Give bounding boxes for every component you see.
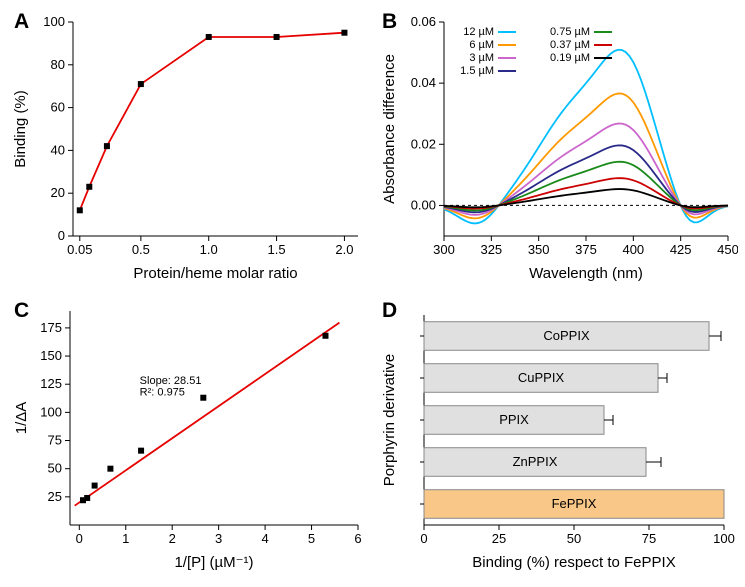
svg-text:350: 350 <box>528 242 550 257</box>
svg-text:50: 50 <box>48 460 62 475</box>
svg-text:0: 0 <box>58 228 65 243</box>
svg-text:0.5: 0.5 <box>132 242 150 257</box>
svg-text:0.19 µM: 0.19 µM <box>550 52 590 64</box>
panel-D: D 0 25 50 75 100 CoPPIX CuPPIX PPIX ZnPPIX FePPIX… <box>376 297 738 580</box>
svg-text:1.5 µM: 1.5 µM <box>460 65 494 77</box>
svg-text:0.02: 0.02 <box>411 136 436 151</box>
svg-text:100: 100 <box>43 14 65 29</box>
svg-text:1/[P] (µM⁻¹): 1/[P] (µM⁻¹) <box>174 554 253 571</box>
svg-text:Porphyrin derivative: Porphyrin derivative <box>381 353 398 486</box>
panel-C-label: C <box>14 299 29 323</box>
svg-text:60: 60 <box>51 100 65 115</box>
svg-text:75: 75 <box>48 432 62 447</box>
panel-B: B 0.00 0.02 0.04 0.06 300 325 350 375 400 425 450 1… <box>376 8 738 291</box>
svg-text:6: 6 <box>354 531 361 546</box>
svg-text:CoPPIX: CoPPIX <box>543 328 590 343</box>
svg-text:175: 175 <box>40 319 62 334</box>
svg-text:Wavelength (nm): Wavelength (nm) <box>529 265 643 282</box>
svg-text:5: 5 <box>308 531 315 546</box>
panel-A: A 0 20 40 60 80 100 0.05 0.5 1.0 1.5 2.0 Protein/he… <box>8 8 370 291</box>
svg-text:150: 150 <box>40 348 62 363</box>
svg-text:1.5: 1.5 <box>268 242 286 257</box>
svg-text:CuPPIX: CuPPIX <box>518 370 565 385</box>
svg-text:400: 400 <box>622 242 644 257</box>
svg-text:0.37 µM: 0.37 µM <box>550 39 590 51</box>
svg-text:2.0: 2.0 <box>335 242 353 257</box>
svg-text:4: 4 <box>261 531 268 546</box>
svg-text:125: 125 <box>40 376 62 391</box>
svg-text:0: 0 <box>76 531 83 546</box>
svg-text:20: 20 <box>51 185 65 200</box>
svg-text:0.75 µM: 0.75 µM <box>550 26 590 38</box>
svg-text:0.04: 0.04 <box>411 75 436 90</box>
svg-text:100: 100 <box>713 531 735 546</box>
svg-text:325: 325 <box>480 242 502 257</box>
svg-text:25: 25 <box>48 488 62 503</box>
svg-text:40: 40 <box>51 142 65 157</box>
svg-text:ZnPPIX: ZnPPIX <box>513 454 558 469</box>
svg-text:12 µM: 12 µM <box>463 26 494 38</box>
svg-text:80: 80 <box>51 57 65 72</box>
svg-text:PPIX: PPIX <box>499 412 529 427</box>
svg-text:100: 100 <box>40 404 62 419</box>
svg-text:R²: 0.975: R²: 0.975 <box>140 386 185 398</box>
svg-text:Protein/heme molar ratio: Protein/heme molar ratio <box>133 265 297 282</box>
svg-text:2: 2 <box>169 531 176 546</box>
svg-text:0.06: 0.06 <box>411 14 436 29</box>
panel-D-label: D <box>382 299 397 323</box>
svg-text:3: 3 <box>215 531 222 546</box>
svg-text:1/ΔA: 1/ΔA <box>13 401 30 434</box>
svg-text:25: 25 <box>492 531 506 546</box>
panel-B-label: B <box>382 10 397 34</box>
svg-text:1: 1 <box>122 531 129 546</box>
svg-text:450: 450 <box>717 242 738 257</box>
svg-text:50: 50 <box>567 531 581 546</box>
svg-text:300: 300 <box>433 242 455 257</box>
svg-text:0: 0 <box>420 531 427 546</box>
svg-text:6 µM: 6 µM <box>469 39 494 51</box>
panel-C: C 25 50 75 100 125 150 175 0 1 2 3 4 5 6 Slope: 28.51R… <box>8 297 370 580</box>
svg-text:0.00: 0.00 <box>411 197 436 212</box>
svg-text:Binding (%) respect to FePPIX: Binding (%) respect to FePPIX <box>472 554 675 571</box>
panel-A-label: A <box>14 10 29 34</box>
svg-text:75: 75 <box>642 531 656 546</box>
svg-text:425: 425 <box>670 242 692 257</box>
svg-text:Binding (%): Binding (%) <box>12 90 29 168</box>
svg-text:Slope: 28.51: Slope: 28.51 <box>140 375 202 387</box>
svg-text:3 µM: 3 µM <box>469 52 494 64</box>
svg-text:Absorbance difference: Absorbance difference <box>381 54 398 204</box>
svg-text:FePPIX: FePPIX <box>552 496 597 511</box>
svg-text:0.05: 0.05 <box>67 242 92 257</box>
svg-text:375: 375 <box>575 242 597 257</box>
svg-text:1.0: 1.0 <box>200 242 218 257</box>
